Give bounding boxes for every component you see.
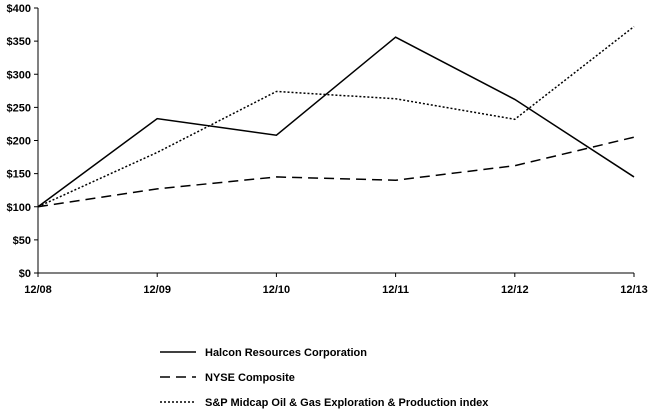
legend-label: Halcon Resources Corporation [205, 347, 367, 359]
y-tick-label: $350 [7, 36, 31, 48]
y-tick-label: $150 [7, 169, 31, 181]
series-line-dotted [37, 25, 635, 208]
y-tick-label: $200 [7, 136, 31, 148]
y-axis-ticks: $0 $50 $100 $150 $200 $250 $300 $350 $400 [7, 3, 38, 280]
y-tick-label: $50 [13, 235, 31, 247]
x-tick-label: 12/13 [620, 284, 648, 296]
y-tick-label: $300 [7, 69, 31, 81]
y-tick-label: $100 [7, 202, 31, 214]
series-line-solid [37, 36, 635, 208]
legend: Halcon Resources Corporation NYSE Composi… [160, 347, 489, 409]
x-axis-ticks: 12/08 12/09 12/10 12/11 12/12 12/13 [24, 273, 648, 296]
legend-label: NYSE Composite [205, 372, 295, 384]
x-tick-label: 12/08 [24, 284, 52, 296]
y-tick-label: $250 [7, 102, 31, 114]
x-tick-label: 12/12 [501, 284, 529, 296]
legend-label: S&P Midcap Oil & Gas Exploration & Produ… [205, 397, 489, 409]
series-lines [37, 25, 635, 208]
y-tick-label: $0 [19, 268, 31, 280]
y-tick-label: $400 [7, 3, 31, 15]
x-tick-label: 12/09 [143, 284, 171, 296]
x-tick-label: 12/10 [263, 284, 291, 296]
series-line-dashed [37, 136, 635, 208]
x-tick-label: 12/11 [382, 284, 409, 296]
